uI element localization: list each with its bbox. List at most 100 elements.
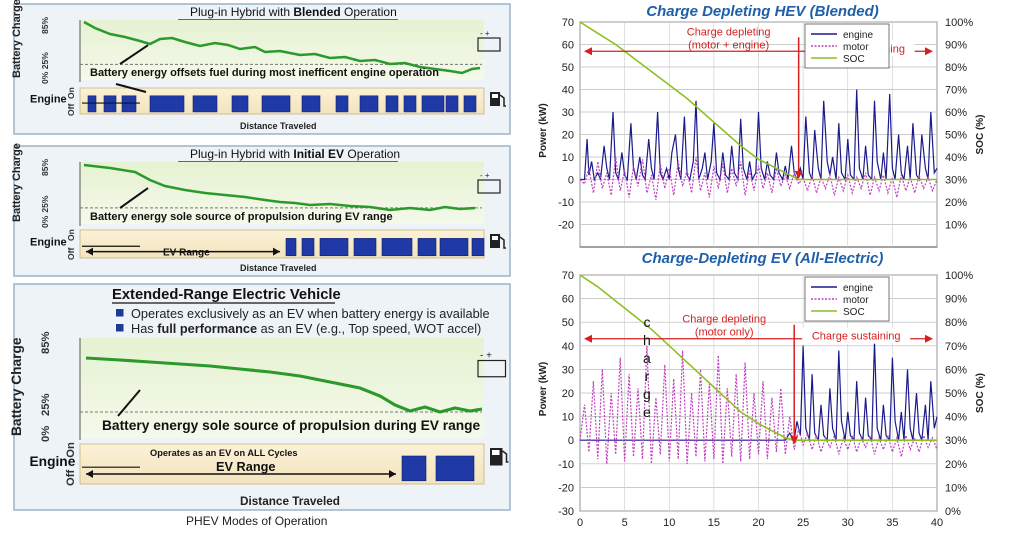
battery-icon xyxy=(477,37,501,52)
engine-on-block xyxy=(463,95,477,113)
legend-label: motor xyxy=(843,295,869,306)
engine-on-block xyxy=(285,238,297,257)
chart-2: Charge-Depleting EV (All-Electric)706050… xyxy=(538,250,986,529)
engine-band xyxy=(79,229,485,259)
series-line-engine xyxy=(580,89,938,182)
engine-off-label: Off xyxy=(65,470,77,486)
battery-band xyxy=(80,338,484,438)
engine-on-block xyxy=(439,238,469,257)
y-axis-title: Power (kW) xyxy=(538,362,549,416)
mode-panel-3: Extended-Range Electric Vehicle Operates … xyxy=(9,283,511,511)
battery-soc-curve xyxy=(85,356,483,414)
panel-title: Plug-in Hybrid with Blended Operation xyxy=(190,5,397,19)
engine-on-block xyxy=(445,95,459,113)
engine-on-block xyxy=(335,95,349,113)
bullet-text: Has full performance as an EV (e.g., Top… xyxy=(131,321,481,336)
y-tick-label: 30 xyxy=(562,107,574,119)
fuel-pump-window xyxy=(492,450,500,455)
y2-tick-label: 80% xyxy=(945,62,967,74)
mode-panel-2: Plug-in Hybrid with Initial EV Operation… xyxy=(11,143,511,277)
charge-depleting-sub: (motor + engine) xyxy=(688,39,769,51)
vertical-letter: r xyxy=(645,368,650,384)
y-tick-label: -10 xyxy=(558,459,574,471)
charge-depleting-label: Charge depleting xyxy=(687,26,771,38)
callout-text: Battery energy offsets fuel during most … xyxy=(90,67,439,79)
y2-tick-label: 20% xyxy=(945,197,967,209)
engine-on-block xyxy=(121,95,137,113)
charge-sustaining-label: Charge sustaining xyxy=(812,331,901,343)
fuel-pump-icon xyxy=(490,234,500,248)
engine-on-block xyxy=(417,238,437,257)
y2-tick-label: 100% xyxy=(945,270,973,282)
engine-on-block xyxy=(231,95,249,113)
bullet-square xyxy=(116,309,124,317)
y2-tick-label: 10% xyxy=(945,220,967,232)
arrowhead-down xyxy=(790,436,799,445)
y-tick-label: 20 xyxy=(562,388,574,400)
y2-tick-label: 60% xyxy=(945,107,967,119)
engine-on-block xyxy=(149,95,185,113)
y2-tick-label: 70% xyxy=(945,85,967,97)
series-line-motor xyxy=(579,345,938,464)
engine-on-label: On xyxy=(65,442,77,458)
engine-on-block xyxy=(381,238,413,257)
soc-tick-label: 0% xyxy=(40,71,50,84)
fuel-pump-window xyxy=(492,94,498,98)
title-post: Operation xyxy=(344,147,400,161)
soc-tick-label: 25% xyxy=(40,393,52,416)
battery-icon xyxy=(477,179,501,194)
battery-sign: - + xyxy=(480,171,490,180)
engine-on-block xyxy=(403,95,417,113)
series-line-soc xyxy=(579,274,937,442)
y-tick-label: 70 xyxy=(562,17,574,29)
engine-on-block xyxy=(319,238,349,257)
panel-title: Extended-Range Electric Vehicle xyxy=(112,287,341,303)
vertical-letter: g xyxy=(643,386,651,402)
y-tick-label: 50 xyxy=(562,62,574,74)
engine-on-block xyxy=(471,238,485,257)
fuel-pump-icon xyxy=(490,92,500,106)
x-tick-label: 30 xyxy=(842,517,854,529)
y2-tick-label: 90% xyxy=(945,40,967,52)
y-tick-label: 40 xyxy=(562,85,574,97)
callout-arrow xyxy=(119,44,149,65)
y-tick-label: 10 xyxy=(562,152,574,164)
x-tick-label: 20 xyxy=(752,517,764,529)
title-pre: Plug-in Hybrid with xyxy=(190,147,293,161)
engine-on-block xyxy=(103,95,117,113)
distance-label: Distance Traveled xyxy=(240,495,340,508)
arrowhead-right xyxy=(389,470,396,478)
engine-on-block xyxy=(435,455,475,482)
y-tick-label: 0 xyxy=(568,175,574,187)
y-axis-title: Power (kW) xyxy=(538,103,549,157)
panel-title: Plug-in Hybrid with Initial EV Operation xyxy=(190,147,400,161)
phev-modes-illustration: Plug-in Hybrid with Blended OperationSta… xyxy=(9,0,511,528)
callout-arrow xyxy=(119,187,149,209)
engine-on-label: On xyxy=(66,87,76,99)
vertical-letter: e xyxy=(643,404,651,420)
callout-text: Battery energy sole source of propulsion… xyxy=(102,418,481,433)
engine-label: Engine xyxy=(30,454,76,469)
y-tick-label: 50 xyxy=(562,317,574,329)
ev-cycles-label: Operates as an EV on ALL Cycles xyxy=(150,448,298,458)
fuel-hose xyxy=(502,450,509,463)
bullet-square xyxy=(116,324,124,332)
ev-range-label: EV Range xyxy=(216,459,276,474)
bullet-part: as an EV (e.g., Top speed, WOT accel) xyxy=(257,321,481,336)
soc-tick-label: 25% xyxy=(40,195,50,212)
arrowhead-right xyxy=(273,247,280,256)
distance-label: Distance Traveled xyxy=(240,121,317,131)
y2-tick-label: 40% xyxy=(945,412,967,424)
y2-tick-label: 10% xyxy=(945,482,967,494)
charge-depleting-label: Charge depleting xyxy=(682,314,766,326)
bullet-part: Operates exclusively as an EV when batte… xyxy=(131,306,490,321)
y2-tick-label: 70% xyxy=(945,341,967,353)
fuel-pump-window xyxy=(492,236,498,240)
battery-soc-curve xyxy=(83,20,481,75)
battery-soc-curve xyxy=(83,163,476,212)
x-tick-label: 25 xyxy=(797,517,809,529)
y2-tick-label: 100% xyxy=(945,17,973,29)
legend-label: SOC xyxy=(843,307,865,318)
soc-tick-label: 25% xyxy=(40,52,50,69)
x-tick-label: 40 xyxy=(931,517,943,529)
